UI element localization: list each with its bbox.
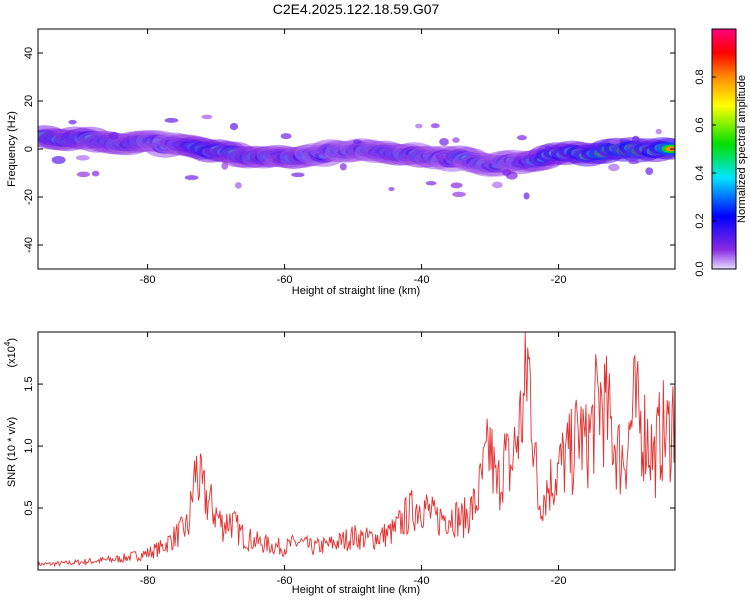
colorbar-tick-label: 0.8 bbox=[694, 69, 706, 84]
snr-y-tick-label: 1.0 bbox=[23, 438, 35, 453]
spectrogram-speckle bbox=[628, 159, 640, 165]
spectrogram-speckle bbox=[655, 128, 662, 135]
spectrogram-speckle bbox=[164, 117, 179, 123]
spectrogram-x-tick-label: -80 bbox=[140, 274, 156, 286]
spectrogram-x-label: Height of straight line (km) bbox=[292, 285, 420, 297]
spectrogram-speckle bbox=[51, 156, 66, 164]
colorbar-tick-label: 0.4 bbox=[694, 165, 706, 180]
spectrogram-speckle bbox=[501, 169, 512, 176]
spectrogram-speckle bbox=[523, 192, 530, 200]
spectrogram-speckle bbox=[388, 187, 395, 192]
spectrogram-speckle bbox=[450, 182, 463, 189]
spectrogram-speckle bbox=[221, 161, 229, 170]
spectrogram-y-tick-label: 0 bbox=[23, 146, 35, 152]
spectrogram-speckle bbox=[91, 170, 100, 177]
spectrogram-speckle bbox=[352, 139, 362, 144]
colorbar-tick-label: 0.2 bbox=[694, 213, 706, 228]
spectrogram-panel: -80 -60 -40 -20 -40 -20 0 20 40 Height of straig… bbox=[6, 28, 676, 297]
spectrogram-speckle bbox=[415, 123, 423, 129]
snr-axes: -80 -60 -40 -20 0.5 1.0 1.5 bbox=[23, 332, 675, 587]
spectrogram-speckle bbox=[291, 172, 305, 178]
snr-series-line bbox=[38, 332, 675, 568]
colorbar-frame bbox=[711, 28, 737, 270]
colorbar-tick-label: 0.6 bbox=[694, 117, 706, 132]
spectrogram-y-tick-label: -20 bbox=[23, 189, 35, 205]
snr-x-tick-label: -40 bbox=[414, 575, 430, 587]
spectrogram-speckle bbox=[264, 158, 274, 167]
spectrogram-speckle bbox=[430, 123, 440, 129]
spectrogram-speckle bbox=[452, 191, 466, 198]
spectrogram-speckle bbox=[425, 181, 437, 186]
snr-y-scale-exp: 4 bbox=[3, 341, 12, 346]
spectrogram-speckle bbox=[280, 133, 292, 140]
spectrogram-y-tick-label: 20 bbox=[23, 95, 35, 107]
snr-x-tick-label: -60 bbox=[277, 575, 293, 587]
colorbar-ticks: 0.0 0.2 0.4 0.6 0.8 bbox=[694, 69, 716, 277]
spectrogram-speckle bbox=[608, 138, 621, 145]
spectrogram-y-tick-label: -40 bbox=[23, 237, 35, 253]
colorbar-gradient bbox=[712, 29, 736, 269]
spectrogram-speckle bbox=[184, 175, 199, 181]
snr-frame bbox=[37, 331, 676, 571]
snr-x-tick-label: -80 bbox=[140, 575, 156, 587]
spectrogram-y-label: Frequency (Hz) bbox=[6, 111, 18, 187]
spectrogram-x-tick-label: -60 bbox=[277, 274, 293, 286]
snr-y-label: SNR (10 * v/v) bbox=[6, 417, 18, 487]
spectrogram-speckle bbox=[608, 163, 620, 172]
spectrogram-speckle bbox=[76, 171, 90, 178]
colorbar: 0.0 0.2 0.4 0.6 0.8 Normalized spectral ampl… bbox=[694, 28, 748, 277]
snr-y-tick-label: 1.5 bbox=[23, 376, 35, 391]
spectrogram-speckle bbox=[439, 137, 449, 146]
snr-line-layer bbox=[38, 332, 675, 568]
snr-x-label: Height of straight line (km) bbox=[292, 584, 420, 596]
snr-y-scale: (x104) bbox=[3, 338, 18, 368]
snr-x-tick-label: -20 bbox=[551, 575, 567, 587]
spectrogram-speckle bbox=[436, 153, 444, 160]
snr-y-scale-prefix: (x10 bbox=[6, 346, 18, 367]
spectrogram-speckle bbox=[645, 167, 654, 175]
spectrogram-speckle bbox=[201, 114, 213, 120]
spectrogram-speckle bbox=[234, 182, 242, 189]
spectrogram-speckle bbox=[544, 145, 551, 151]
spectrogram-speckle bbox=[108, 131, 119, 140]
spectrogram-speckle bbox=[201, 147, 216, 155]
spectrogram-speckle bbox=[631, 135, 640, 144]
snr-panel: -80 -60 -40 -20 0.5 1.0 1.5 Height of straight… bbox=[3, 331, 676, 596]
colorbar-label: Normalized spectral amplitude bbox=[736, 75, 748, 223]
spectrogram-axes: -80 -60 -40 -20 -40 -20 0 20 40 bbox=[23, 29, 675, 286]
spectrogram-speckle bbox=[452, 137, 460, 143]
spectrogram-speckle bbox=[339, 163, 347, 171]
spectrogram-x-tick-label: -40 bbox=[414, 274, 430, 286]
spectrogram-speckle bbox=[229, 122, 239, 131]
spectrogram-speckle bbox=[491, 181, 503, 189]
spectrogram-speckle bbox=[68, 119, 77, 125]
spectrogram-y-tick-label: 40 bbox=[23, 47, 35, 59]
spectrogram-speckle bbox=[516, 135, 527, 141]
snr-y-tick-label: 0.5 bbox=[23, 500, 35, 515]
spectrogram-heatmap bbox=[38, 114, 675, 200]
colorbar-tick-label: 0.0 bbox=[694, 261, 706, 276]
svg-text:(x104): (x104) bbox=[3, 338, 18, 368]
spectrogram-speckle bbox=[75, 155, 90, 161]
spectrogram-x-tick-label: -20 bbox=[551, 274, 567, 286]
chart-title: C2E4.2025.122.18.59.G07 bbox=[273, 1, 440, 17]
